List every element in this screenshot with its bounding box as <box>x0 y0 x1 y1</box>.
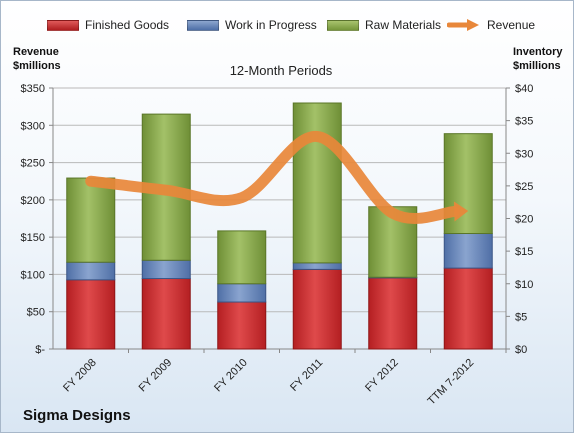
x-axis-tick-label: FY 2011 <box>288 357 325 394</box>
x-axis-tick-label: FY 2008 <box>61 357 99 395</box>
legend-swatch-finished-goods <box>47 19 79 31</box>
left-axis-title-line1: Revenue <box>13 46 59 58</box>
bar-raw-materials-ttm-7-2012 <box>443 133 493 235</box>
left-axis-title-line2: $millions <box>13 60 61 72</box>
right-axis-tick-label: $40 <box>515 83 533 95</box>
x-axis-tick-label: TTM 7-2012 <box>426 357 477 408</box>
left-axis-tick-label: $350 <box>21 83 45 95</box>
right-axis-tick-label: $5 <box>515 311 527 323</box>
right-axis-title: Inventory $millions <box>513 45 563 73</box>
left-axis-tick-label: $100 <box>21 269 45 281</box>
bar-finished-goods-fy-2011 <box>292 268 342 350</box>
bar-finished-goods-fy-2010 <box>217 301 267 350</box>
bar-finished-goods-fy-2009 <box>141 278 191 350</box>
bar-raw-materials-fy-2010 <box>217 230 267 285</box>
legend-item-revenue: Revenue <box>447 15 535 35</box>
bar-finished-goods-ttm-7-2012 <box>443 267 493 350</box>
bar-finished-goods-fy-2012 <box>368 277 418 350</box>
company-name: Sigma Designs <box>23 407 131 424</box>
right-axis-tick-label: $25 <box>515 181 533 193</box>
bar-raw-materials-fy-2008 <box>66 177 116 263</box>
revenue-line <box>85 130 460 224</box>
legend-item-work-in-progress: Work in Progress <box>187 15 317 35</box>
x-axis-tick-label: FY 2009 <box>137 357 175 395</box>
bar-work-in-progress-ttm-7-2012 <box>443 233 493 269</box>
right-axis-tick-label: $0 <box>515 344 527 356</box>
left-axis-tick-label: $150 <box>21 232 45 244</box>
left-axis-tick-label: $50 <box>27 307 45 319</box>
revenue-arrowhead <box>453 201 469 222</box>
right-axis-tick-label: $30 <box>515 148 533 160</box>
legend-item-finished-goods: Finished Goods <box>47 15 169 35</box>
left-axis-tick-label: $200 <box>21 195 45 207</box>
legend-swatch-raw-materials <box>327 19 359 31</box>
left-axis-tick-label: $250 <box>21 158 45 170</box>
bar-finished-goods-fy-2008 <box>66 279 116 350</box>
legend-label-revenue: Revenue <box>487 18 536 32</box>
right-axis-tick-label: $10 <box>515 279 533 291</box>
right-axis-tick-label: $15 <box>515 246 533 258</box>
right-axis-tick-label: $20 <box>515 214 533 226</box>
legend-label-work-in-progress: Work in Progress <box>225 18 317 32</box>
legend-item-raw-materials: Raw Materials <box>327 15 441 35</box>
legend-label-raw-materials: Raw Materials <box>365 18 442 32</box>
legend-arrow-revenue <box>447 19 479 31</box>
legend-swatch-work-in-progress <box>187 19 219 31</box>
right-axis-title-line1: Inventory <box>513 46 563 58</box>
bar-work-in-progress-fy-2009 <box>141 259 191 280</box>
left-axis-tick-label: $300 <box>21 120 45 132</box>
bar-work-in-progress-fy-2010 <box>217 283 267 303</box>
bar-work-in-progress-fy-2011 <box>292 262 342 270</box>
x-axis-tick-label: FY 2012 <box>363 357 401 395</box>
chart-legend: Finished Goods Work in Progress Raw Mate… <box>7 15 567 35</box>
bar-raw-materials-fy-2011 <box>292 102 342 264</box>
left-axis-tick-label: $- <box>35 344 45 356</box>
legend-label-finished-goods: Finished Goods <box>85 18 170 32</box>
right-axis-title-line2: $millions <box>513 60 561 72</box>
chart-title: 12-Month Periods <box>229 63 333 78</box>
right-axis-tick-label: $35 <box>515 116 533 128</box>
x-axis-tick-label: FY 2010 <box>212 357 250 395</box>
left-axis-title: Revenue $millions <box>13 45 61 73</box>
bar-work-in-progress-fy-2008 <box>66 261 116 281</box>
